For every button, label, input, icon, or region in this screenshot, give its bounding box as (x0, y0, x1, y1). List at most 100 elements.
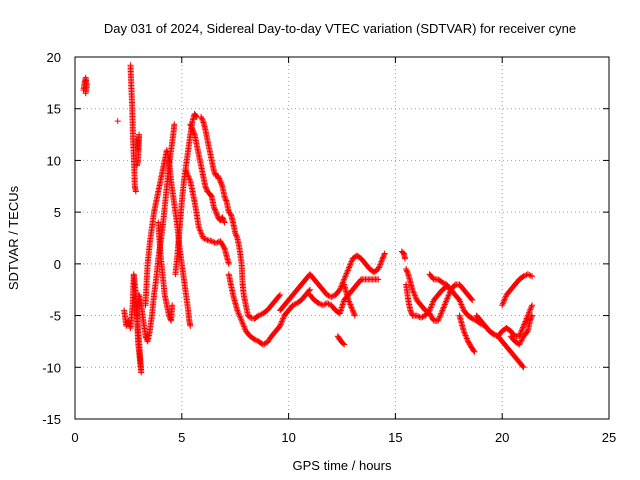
data-point (348, 304, 355, 311)
data-point (197, 227, 204, 234)
data-point (444, 294, 451, 301)
data-point (435, 316, 442, 323)
data-point (276, 323, 283, 330)
data-point (376, 263, 383, 270)
data-point (319, 302, 326, 309)
data-point (527, 306, 534, 313)
data-point (526, 309, 533, 316)
data-point (184, 170, 191, 177)
data-point (526, 308, 533, 315)
data-point (439, 279, 446, 286)
data-point (315, 300, 322, 307)
data-point (184, 172, 191, 179)
data-point (527, 305, 534, 312)
data-point (517, 330, 524, 337)
data-point (501, 297, 508, 304)
data-point (470, 347, 477, 354)
data-point (443, 298, 450, 305)
data-point (429, 301, 436, 308)
data-point (341, 276, 348, 283)
data-point (471, 348, 478, 355)
data-point (321, 301, 328, 308)
y-tick-label: 20 (47, 50, 61, 65)
data-point (410, 288, 417, 295)
data-point (459, 304, 466, 311)
data-point (502, 294, 509, 301)
data-point (378, 258, 385, 265)
data-point (407, 307, 414, 314)
data-point (239, 320, 246, 327)
data-point (200, 235, 207, 241)
data-point (457, 298, 464, 305)
data-point (403, 267, 410, 274)
data-point (132, 188, 139, 195)
data-point (377, 260, 384, 267)
data-point (215, 174, 222, 181)
grid (75, 57, 609, 419)
data-point (402, 255, 409, 262)
data-point (212, 240, 219, 247)
data-point (516, 341, 523, 348)
data-point (443, 297, 450, 304)
data-point (277, 291, 284, 298)
data-point (463, 333, 470, 340)
data-point (381, 250, 388, 257)
data-point (278, 318, 285, 325)
data-point (378, 257, 385, 264)
data-point (350, 308, 357, 315)
data-point (336, 287, 343, 294)
data-point (189, 126, 196, 133)
data-point (198, 115, 205, 122)
data-point (187, 121, 194, 128)
x-axis-label: GPS time / hours (293, 458, 392, 473)
data-point (379, 255, 386, 262)
data-point (183, 167, 190, 174)
data-point (351, 311, 358, 318)
x-tick-label: 20 (495, 430, 509, 445)
data-point (346, 298, 353, 305)
y-axis-label: SDTVAR / TECUs (6, 185, 21, 290)
data-point (439, 307, 446, 314)
x-tick-label: 15 (388, 430, 402, 445)
data-point (234, 307, 241, 314)
data-point (341, 341, 348, 348)
data-point (501, 296, 508, 303)
data-point (225, 260, 232, 267)
axis-ticks: 0 5 10 15 20 25 -15 -10 -5 0 5 10 15 20 (42, 50, 616, 445)
data-point (517, 338, 524, 345)
y-tick-label: 0 (54, 257, 61, 272)
data-point (492, 331, 499, 338)
data-point (306, 286, 313, 293)
data-point (380, 253, 387, 260)
data-point (219, 215, 226, 222)
data-point (520, 273, 527, 280)
data-point (519, 324, 526, 331)
data-point (518, 337, 525, 344)
data-point (346, 300, 353, 307)
data-point (183, 169, 190, 176)
data-point (338, 283, 345, 290)
data-point (528, 303, 535, 310)
data-point (239, 319, 246, 326)
data-point (198, 232, 205, 239)
data-point (190, 127, 197, 134)
data-point (211, 169, 218, 176)
data-point (203, 185, 210, 192)
data-point (375, 266, 382, 273)
data-point (526, 271, 533, 278)
y-tick-label: 15 (47, 102, 61, 117)
data-point (455, 296, 462, 303)
data-point (324, 291, 331, 298)
data-point (343, 270, 350, 277)
data-point (133, 162, 140, 169)
data-point (289, 302, 296, 309)
data-point (218, 181, 225, 188)
data-point (415, 313, 422, 320)
y-tick-label: -5 (49, 309, 61, 324)
data-point (436, 313, 443, 320)
data-point (341, 274, 348, 281)
data-point (233, 232, 240, 239)
data-point (211, 205, 218, 212)
data-point (186, 175, 193, 182)
data-point (241, 323, 248, 330)
